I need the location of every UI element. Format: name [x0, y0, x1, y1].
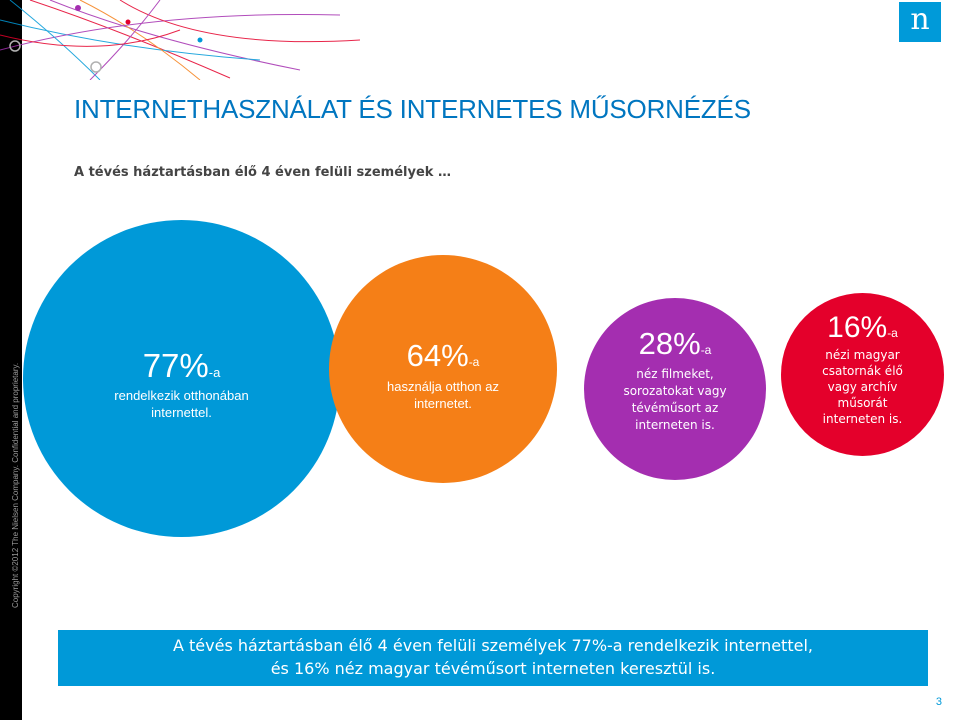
percentage-suffix: -a: [208, 365, 221, 380]
node-dot: [197, 37, 203, 43]
page-subtitle: A tévés háztartásban élő 4 éven felüli s…: [74, 165, 451, 180]
node-dot: [125, 19, 131, 25]
decorative-network-graphic: [0, 0, 360, 80]
description-line: műsorát: [837, 396, 888, 410]
summary-banner: A tévés háztartásban élő 4 éven felüli s…: [58, 630, 928, 686]
bubble-percentage: 64%-a: [329, 338, 557, 374]
percentage-value: 16%: [827, 311, 888, 344]
bubble-online-video-viewing: 28%-a néz filmeket, sorozatokat vagy tév…: [584, 298, 766, 480]
bubble-percentage: 16%-a: [781, 311, 944, 345]
percentage-value: 28%: [638, 326, 701, 361]
description-line: rendelkezik otthonában: [114, 388, 249, 403]
bubble-percentage: 28%-a: [584, 326, 766, 362]
percentage-suffix: -a: [468, 355, 480, 369]
bubble-description: rendelkezik otthonában internettel.: [23, 387, 340, 421]
node-dot: [75, 5, 81, 11]
page-title: INTERNETHASZNÁLAT ÉS INTERNETES MŰSORNÉZ…: [74, 94, 751, 124]
node-dot: [9, 40, 21, 52]
summary-line-2: és 16% néz magyar tévéműsort interneten …: [270, 659, 716, 678]
percentage-suffix: -a: [700, 343, 712, 357]
bubble-description: nézi magyar csatornák élő vagy archív mű…: [781, 347, 944, 427]
description-line: tévéműsort az: [631, 401, 719, 415]
bubble-percentage: 77%-a: [23, 347, 340, 385]
description-line: csatornák élő: [822, 364, 903, 378]
percentage-value: 64%: [406, 338, 469, 373]
bubble-internet-access: 77%-a rendelkezik otthonában internettel…: [23, 220, 340, 537]
description-line: internetet.: [414, 396, 472, 411]
percentage-suffix: -a: [887, 326, 898, 340]
description-line: internettel.: [151, 405, 212, 420]
bubble-description: használja otthon az internetet.: [329, 378, 557, 412]
node-dot: [90, 61, 102, 73]
description-line: interneten is.: [635, 418, 715, 432]
description-line: néz filmeket,: [636, 367, 714, 381]
percentage-value: 77%: [142, 347, 209, 384]
page-number: 3: [935, 696, 942, 708]
description-line: sorozatokat vagy: [623, 384, 727, 398]
bubble-hungarian-channels-online: 16%-a nézi magyar csatornák élő vagy arc…: [781, 293, 944, 456]
description-line: vagy archív: [827, 380, 898, 394]
summary-line-1: A tévés háztartásban élő 4 éven felüli s…: [173, 636, 813, 655]
bubble-description: néz filmeket, sorozatokat vagy tévéműsor…: [584, 366, 766, 434]
description-line: interneten is.: [822, 412, 903, 426]
description-line: nézi magyar: [825, 348, 900, 362]
copyright-notice: Copyright ©2012 The Nielsen Company. Con…: [11, 362, 20, 608]
description-line: használja otthon az: [386, 379, 500, 394]
nielsen-logo: n: [899, 2, 941, 42]
left-sidebar-strip: Copyright ©2012 The Nielsen Company. Con…: [0, 0, 22, 720]
bubble-internet-usage: 64%-a használja otthon az internetet.: [329, 255, 557, 483]
